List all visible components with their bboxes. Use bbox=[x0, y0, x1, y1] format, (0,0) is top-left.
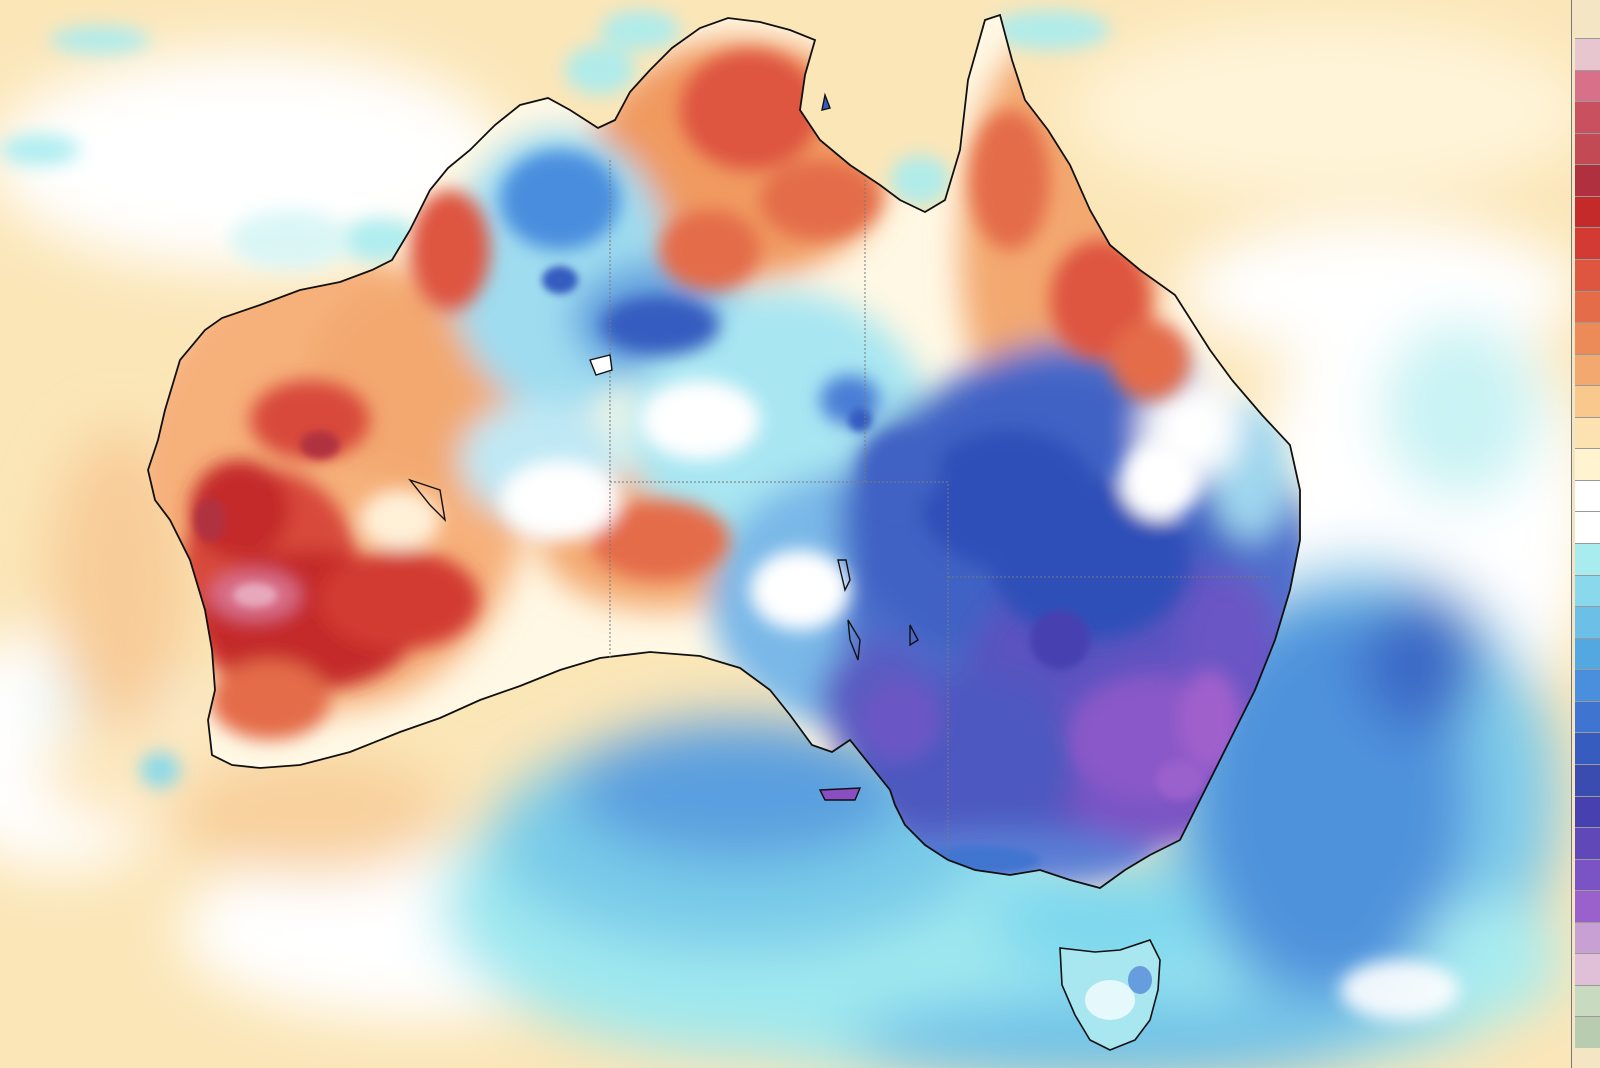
gulf-features bbox=[407, 92, 919, 801]
colorbar-swatch bbox=[1575, 953, 1600, 985]
colorbar-swatch bbox=[1575, 763, 1600, 796]
colorbar-swatch bbox=[1575, 38, 1600, 70]
colorbar-swatch bbox=[1575, 227, 1600, 259]
colorbar-swatch bbox=[1575, 700, 1600, 733]
colorbar-swatch bbox=[1575, 574, 1600, 607]
colorbar-swatch bbox=[1575, 543, 1600, 575]
tasmania bbox=[1059, 939, 1161, 1051]
colorbar-swatch bbox=[1575, 353, 1600, 386]
colorbar-swatch bbox=[1575, 69, 1600, 102]
colorbar-swatch bbox=[1575, 511, 1600, 543]
colorbar-swatch bbox=[1575, 606, 1600, 638]
colorbar-swatch bbox=[1575, 1016, 1600, 1048]
colorbar-swatch bbox=[1575, 164, 1600, 196]
colorbar-swatch bbox=[1575, 984, 1600, 1017]
state-boundaries bbox=[609, 160, 1270, 860]
colorbar-swatch bbox=[1575, 132, 1600, 165]
colorbar-swatch bbox=[1575, 637, 1600, 670]
colorbar-swatch bbox=[1575, 858, 1600, 891]
colorbar bbox=[1571, 0, 1600, 1068]
colorbar-swatch bbox=[1575, 290, 1600, 323]
colorbar-swatch bbox=[1575, 101, 1600, 133]
colorbar-swatch bbox=[1575, 258, 1600, 291]
colorbar-swatch bbox=[1575, 385, 1600, 417]
colorbar-swatch bbox=[1575, 890, 1600, 922]
colorbar-swatch bbox=[1575, 448, 1600, 480]
colorbar-swatch bbox=[1575, 669, 1600, 701]
colorbar-swatch bbox=[1575, 479, 1600, 512]
colorbar-swatch bbox=[1575, 795, 1600, 828]
colorbar-swatch bbox=[1575, 195, 1600, 228]
colorbar-swatch bbox=[1575, 921, 1600, 954]
colorbar-swatch bbox=[1575, 322, 1600, 354]
colorbar-swatch bbox=[1575, 416, 1600, 449]
colorbar-swatch bbox=[1575, 732, 1600, 764]
land-anomaly-layer bbox=[148, 15, 1300, 888]
colorbar-swatch bbox=[1575, 827, 1600, 859]
